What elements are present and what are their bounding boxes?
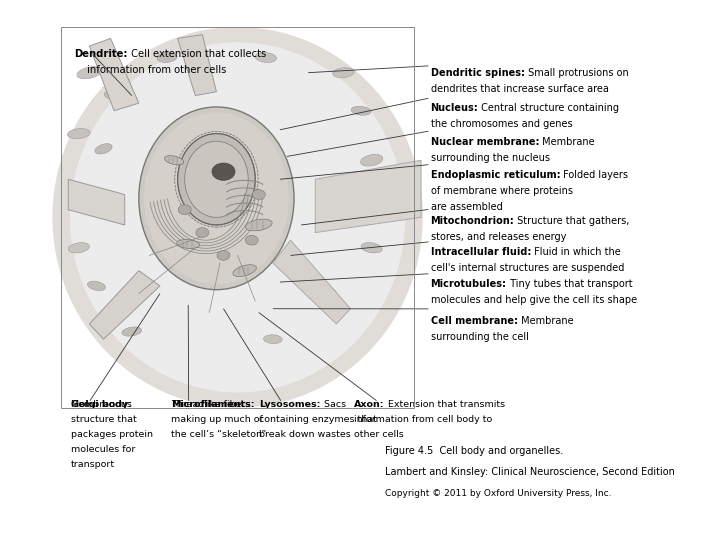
Circle shape: [217, 251, 230, 260]
Ellipse shape: [68, 242, 89, 253]
Ellipse shape: [144, 113, 289, 284]
Text: Fluid in which the: Fluid in which the: [531, 247, 621, 257]
Text: Nuclear membrane:: Nuclear membrane:: [431, 137, 539, 147]
Text: making up much of: making up much of: [171, 415, 264, 424]
Text: other cells: other cells: [354, 430, 404, 439]
Ellipse shape: [164, 156, 184, 165]
Ellipse shape: [68, 129, 90, 139]
Ellipse shape: [246, 219, 272, 231]
Text: transport: transport: [71, 460, 114, 469]
Text: dendrites that increase surface area: dendrites that increase surface area: [431, 84, 608, 94]
Circle shape: [246, 235, 258, 245]
Text: Copyright © 2011 by Oxford University Press, Inc.: Copyright © 2011 by Oxford University Pr…: [385, 489, 612, 498]
Text: are assembled: are assembled: [431, 202, 503, 213]
Ellipse shape: [87, 281, 106, 291]
Polygon shape: [315, 160, 421, 233]
Text: structure that: structure that: [71, 415, 136, 424]
Text: the cell’s “skeleton”: the cell’s “skeleton”: [171, 430, 266, 439]
Ellipse shape: [177, 240, 199, 248]
Ellipse shape: [95, 144, 112, 154]
Text: the chromosomes and genes: the chromosomes and genes: [431, 119, 572, 129]
Text: Nucleus:: Nucleus:: [431, 103, 478, 113]
Circle shape: [212, 163, 235, 180]
Ellipse shape: [104, 91, 124, 100]
Ellipse shape: [361, 242, 382, 253]
Text: surrounding the cell: surrounding the cell: [431, 332, 528, 342]
Ellipse shape: [361, 154, 383, 166]
Circle shape: [196, 228, 209, 238]
Text: Dendritic spines:: Dendritic spines:: [431, 68, 525, 78]
Text: Membrane: Membrane: [539, 137, 595, 147]
Text: Tiny tubes that transport: Tiny tubes that transport: [507, 279, 632, 289]
Polygon shape: [89, 38, 139, 111]
Text: Cell membrane:: Cell membrane:: [431, 316, 518, 326]
Text: break down wastes: break down wastes: [259, 430, 351, 439]
Text: Structure that gathers,: Structure that gathers,: [514, 216, 630, 226]
Text: information from other cells: information from other cells: [87, 65, 227, 75]
Text: Microtubules:: Microtubules:: [431, 279, 507, 289]
Circle shape: [178, 205, 191, 214]
Circle shape: [252, 190, 265, 199]
Ellipse shape: [157, 52, 177, 63]
Polygon shape: [178, 35, 217, 96]
Text: Golgi body:: Golgi body:: [71, 400, 132, 409]
Text: Mitochondrion:: Mitochondrion:: [431, 216, 514, 226]
Bar: [61, 27, 414, 408]
Text: Threadlike fibers: Threadlike fibers: [171, 400, 251, 409]
Text: Cell extension that collects: Cell extension that collects: [127, 49, 266, 59]
Ellipse shape: [53, 27, 423, 408]
Text: Lambert and Kinsley: Clinical Neuroscience, Second Edition: Lambert and Kinsley: Clinical Neuroscien…: [385, 467, 675, 477]
Polygon shape: [273, 240, 351, 324]
Text: Sacs: Sacs: [320, 400, 346, 409]
Ellipse shape: [178, 133, 256, 225]
Ellipse shape: [351, 106, 371, 115]
Text: containing enzymes that: containing enzymes that: [259, 415, 377, 424]
Text: stores, and releases energy: stores, and releases energy: [431, 232, 566, 242]
Ellipse shape: [233, 265, 256, 276]
Ellipse shape: [139, 107, 294, 289]
Ellipse shape: [264, 335, 282, 343]
Ellipse shape: [316, 288, 336, 299]
Text: Extension that transmits: Extension that transmits: [384, 400, 505, 409]
Text: Central structure containing: Central structure containing: [478, 103, 619, 113]
Polygon shape: [68, 179, 125, 225]
Text: Small protrusions on: Small protrusions on: [525, 68, 629, 78]
Text: surrounding the nucleus: surrounding the nucleus: [431, 153, 549, 163]
Ellipse shape: [122, 327, 142, 336]
Ellipse shape: [184, 141, 248, 217]
Text: Figure 4.5  Cell body and organelles.: Figure 4.5 Cell body and organelles.: [385, 446, 564, 456]
Text: molecules and help give the cell its shape: molecules and help give the cell its sha…: [431, 295, 636, 306]
Text: Endoplasmic reticulum:: Endoplasmic reticulum:: [431, 170, 560, 180]
Text: Membrane: Membrane: [518, 316, 573, 326]
Ellipse shape: [255, 52, 276, 63]
Ellipse shape: [341, 205, 361, 214]
Ellipse shape: [70, 42, 405, 393]
Text: Axon:: Axon:: [354, 400, 384, 409]
Text: packages protein: packages protein: [71, 430, 153, 439]
Polygon shape: [89, 271, 160, 339]
Text: Folded layers: Folded layers: [560, 170, 628, 180]
Ellipse shape: [79, 194, 99, 202]
Text: Lysosomes:: Lysosomes:: [259, 400, 320, 409]
Text: Membranous: Membranous: [71, 400, 132, 409]
Text: molecules for: molecules for: [71, 445, 135, 454]
Text: Dendrite:: Dendrite:: [74, 49, 127, 59]
Text: Intracellular fluid:: Intracellular fluid:: [431, 247, 531, 257]
Text: Microfilaments:: Microfilaments:: [171, 400, 255, 409]
Ellipse shape: [77, 66, 102, 79]
Ellipse shape: [333, 68, 354, 78]
Text: of membrane where proteins: of membrane where proteins: [431, 186, 572, 197]
Text: cell's internal structures are suspended: cell's internal structures are suspended: [431, 263, 624, 273]
Text: information from cell body to: information from cell body to: [354, 415, 492, 424]
